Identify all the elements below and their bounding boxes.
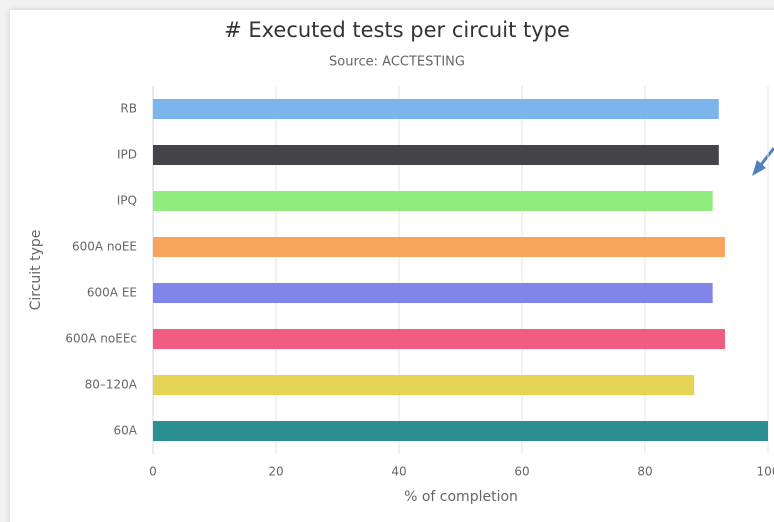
bar	[153, 145, 719, 165]
bar	[153, 283, 713, 303]
arrow	[752, 147, 774, 176]
x-axis-label: % of completion	[404, 489, 518, 505]
x-tick-label: 60	[514, 465, 529, 479]
chart-subtitle: Source: ACCTESTING	[329, 55, 465, 70]
y-tick-label: 600A EE	[87, 286, 137, 300]
bar	[153, 329, 725, 349]
bar	[153, 375, 695, 395]
bar	[153, 421, 768, 441]
x-tick-label: 40	[391, 465, 406, 479]
bar	[153, 191, 713, 211]
y-tick-label: 600A noEE	[72, 240, 137, 254]
y-tick-label: 60A	[114, 424, 138, 438]
bar	[153, 237, 725, 257]
chart-panel	[10, 10, 774, 522]
y-tick-label: IPQ	[117, 194, 137, 208]
x-tick-label: 0	[149, 465, 157, 479]
x-tick-label: 20	[268, 465, 283, 479]
bar	[153, 99, 719, 119]
chart-title: # Executed tests per circuit type	[224, 18, 570, 42]
y-tick-label: 80–120A	[85, 378, 138, 392]
y-tick-label: IPD	[117, 148, 137, 162]
x-tick-label: 100	[757, 465, 774, 479]
y-axis-label: Circuit type	[28, 230, 44, 311]
y-tick-label: 600A noEEc	[65, 332, 137, 346]
x-tick-label: 80	[637, 465, 652, 479]
y-tick-label: RB	[120, 102, 137, 116]
